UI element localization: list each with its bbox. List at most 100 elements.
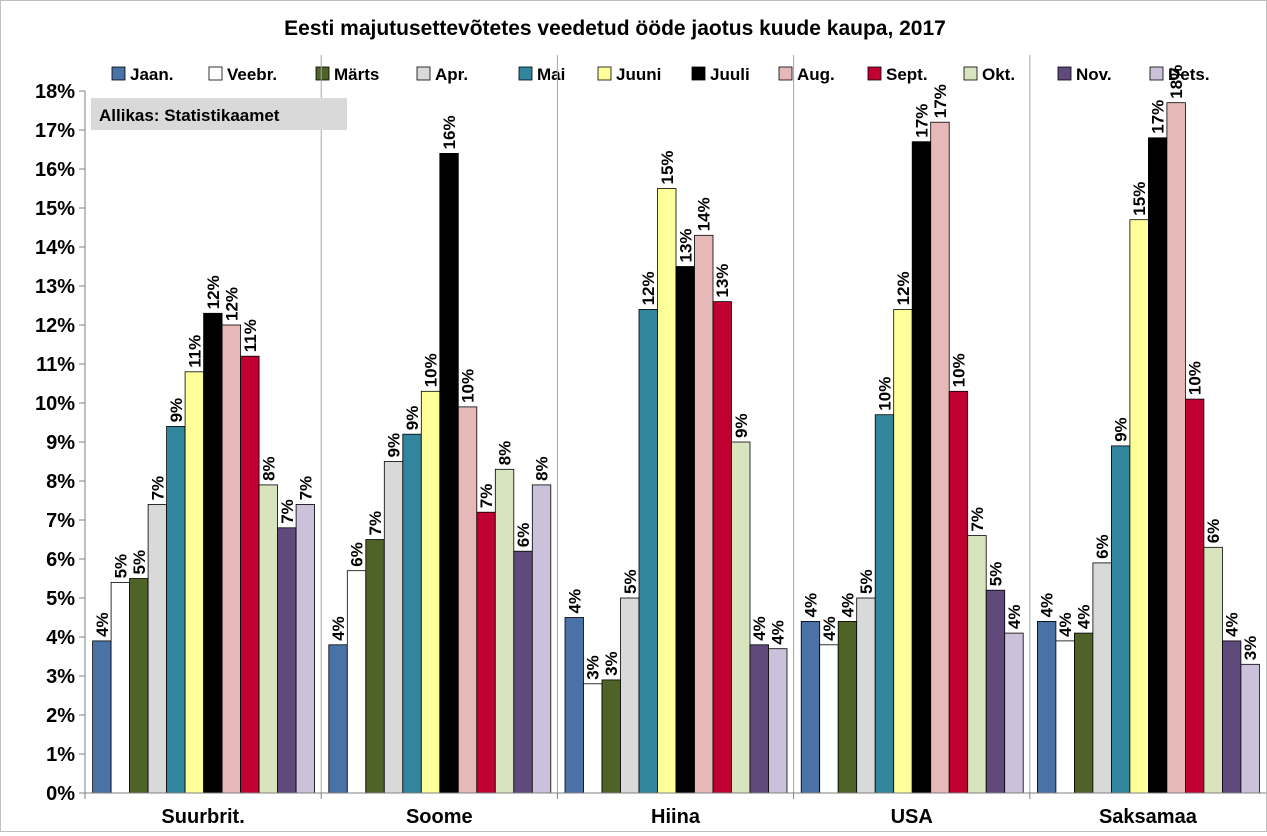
data-label-dets-suurbrit: 7%: [296, 476, 315, 501]
data-label-jaan-saksamaa: 4%: [1038, 593, 1057, 618]
bar-veebr-saksamaa: [1055, 640, 1075, 794]
data-label-nov-saksamaa: 4%: [1223, 612, 1242, 637]
bar-aug-saksamaa: [1166, 102, 1186, 794]
bar-nov-hiina: [749, 644, 769, 794]
legend-item-mai: Mai: [518, 65, 565, 84]
data-label-apr-soome: 9%: [385, 433, 404, 458]
data-label-okt-soome: 8%: [496, 441, 515, 466]
legend-label: Jaan.: [130, 65, 173, 84]
bar-juuni-hiina: [657, 188, 677, 794]
data-labels: 4% 4%4% 4% 4%5% 6%3%4% 4%5%7%3%4% 4%7%9%5% 5%6%…: [93, 65, 1260, 680]
data-label-okt-saksamaa: 6%: [1204, 519, 1223, 544]
data-label-mai-saksamaa: 9%: [1112, 417, 1131, 442]
data-label-okt-usa: 7%: [968, 507, 987, 532]
data-label-okt-hiina: 9%: [732, 413, 751, 438]
data-label-jaan-soome: 4%: [329, 616, 348, 641]
data-label-juuli-usa: 17%: [912, 104, 931, 138]
y-tick-label: 13%: [35, 276, 75, 298]
bar-veebr-hiina: [583, 683, 603, 794]
bar-dets-soome: [531, 484, 552, 794]
bar-nov-suurbrit: [277, 527, 297, 794]
data-label-veebr-hiina: 3%: [584, 655, 603, 680]
y-tick-label: 12%: [35, 315, 75, 337]
data-label-aug-saksamaa: 18%: [1167, 65, 1186, 99]
data-label-nov-hiina: 4%: [750, 616, 769, 641]
bar-mai-suurbrit: [166, 425, 186, 794]
data-label-jaan-hiina: 4%: [565, 589, 584, 614]
legend-swatch: [111, 66, 126, 81]
legend-item-juuli: Juuli: [691, 65, 750, 84]
y-tick-label: 5%: [46, 588, 75, 610]
bar-jaan-suurbrit: [92, 640, 112, 794]
bar-apr-soome: [383, 461, 404, 794]
legend-item-aug: Aug.: [778, 65, 835, 84]
bar-dets-hiina: [768, 648, 788, 794]
data-label-aug-usa: 17%: [931, 84, 950, 118]
bar-juuli-suurbrit: [203, 312, 223, 794]
bar-mai-usa: [874, 414, 895, 794]
legend-label: Okt.: [982, 65, 1015, 84]
legend-label: Apr.: [435, 65, 468, 84]
data-label-dets-soome: 8%: [533, 456, 552, 481]
y-tick-label: 9%: [46, 432, 75, 454]
legend-swatch: [315, 66, 330, 81]
data-label-jaan-usa: 4%: [801, 593, 820, 618]
y-tick-label: 6%: [46, 549, 75, 571]
data-label-okt-suurbrit: 8%: [259, 456, 278, 481]
data-label-juuni-saksamaa: 15%: [1130, 182, 1149, 216]
data-label-apr-saksamaa: 6%: [1093, 534, 1112, 559]
legend-item-sept: Sept.: [867, 65, 928, 84]
y-tick-label: 11%: [36, 354, 75, 376]
bar-okt-usa: [967, 535, 987, 794]
bar-juuni-soome: [420, 390, 441, 794]
bar-dets-suurbrit: [295, 503, 316, 794]
legend-item-juuni: Juuni: [597, 65, 661, 84]
y-tick-label: 14%: [35, 237, 75, 259]
bar-okt-suurbrit: [258, 484, 279, 794]
chart-title: Eesti majutusettevõtetes veedetud ööde j…: [284, 17, 946, 40]
legend-item-jaan: Jaan.: [111, 65, 173, 84]
bar-apr-hiina: [620, 597, 640, 794]
bar-marts-usa: [837, 621, 858, 794]
bar-mai-soome: [402, 433, 422, 794]
bar-marts-suurbrit: [129, 578, 149, 794]
bar-jaan-saksamaa: [1037, 621, 1057, 794]
y-tick-label: 0%: [46, 783, 75, 805]
data-label-dets-saksamaa: 3%: [1241, 636, 1260, 661]
legend-swatch: [1057, 66, 1072, 81]
legend-swatch: [867, 66, 882, 81]
bar-nov-soome: [513, 550, 533, 794]
data-label-apr-suurbrit: 7%: [148, 476, 167, 501]
legend-label: Dets.: [1168, 65, 1210, 84]
bar-aug-suurbrit: [221, 324, 242, 794]
bar-nov-usa: [985, 589, 1006, 794]
bar-marts-hiina: [601, 679, 621, 794]
data-label-aug-suurbrit: 12%: [222, 287, 241, 321]
bar-juuni-usa: [893, 308, 913, 794]
bar-aug-soome: [457, 406, 478, 794]
bar-okt-soome: [494, 468, 515, 794]
data-label-juuli-saksamaa: 17%: [1149, 100, 1168, 134]
legend-label: Sept.: [886, 65, 928, 84]
bar-aug-hiina: [694, 234, 714, 794]
data-label-marts-suurbrit: 5%: [130, 550, 149, 575]
data-label-nov-suurbrit: 7%: [278, 499, 297, 524]
bar-juuli-usa: [911, 141, 932, 794]
y-tick-label: 4%: [46, 627, 75, 649]
bar-sept-usa: [948, 390, 969, 794]
bar-apr-saksamaa: [1092, 562, 1112, 794]
data-label-nov-soome: 6%: [514, 523, 533, 548]
bar-nov-saksamaa: [1222, 640, 1242, 794]
data-label-marts-usa: 4%: [838, 593, 857, 618]
bar-jaan-soome: [328, 644, 348, 794]
bar-jaan-hiina: [564, 617, 584, 794]
data-label-jaan-suurbrit: 4%: [93, 612, 112, 637]
bar-veebr-suurbrit: [110, 582, 130, 794]
legend-item-nov: Nov.: [1057, 65, 1112, 84]
y-tick-label: 3%: [46, 666, 75, 688]
x-axis: Suurbrit. Soome Hiina USA Saksamaa: [84, 792, 1266, 828]
source-note-box: [91, 98, 347, 130]
data-label-juuni-usa: 12%: [894, 271, 913, 305]
data-label-apr-hiina: 5%: [621, 569, 640, 594]
bar-juuli-saksamaa: [1148, 137, 1168, 794]
